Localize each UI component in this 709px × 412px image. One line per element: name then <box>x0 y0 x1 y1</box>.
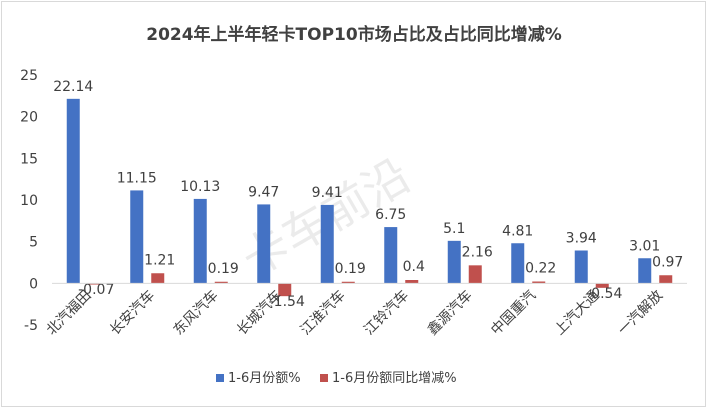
legend-swatch-change <box>320 374 328 382</box>
y-tick-label: 10 <box>20 193 38 209</box>
share-data-label: 22.14 <box>53 79 93 95</box>
change-data-label: -0.54 <box>586 286 622 302</box>
x-category-label: 鑫源汽车 <box>424 287 476 339</box>
change-bar <box>595 283 609 288</box>
change-data-label: 0.97 <box>652 254 683 270</box>
share-data-label: 3.01 <box>629 238 660 254</box>
chart-frame: 2024年上半年轻卡TOP10市场占比及占比同比增减% 卡车前沿 -5 0 5 10 1… <box>1 1 706 407</box>
x-category-label: 长城汽车 <box>233 287 285 339</box>
share-bar <box>574 250 588 284</box>
share-data-label: 10.13 <box>180 179 220 195</box>
bar-chart: 2024年上半年轻卡TOP10市场占比及占比同比增减% 卡车前沿 -505101… <box>20 24 687 386</box>
legend-label-share: 1-6月份额% <box>228 371 301 386</box>
change-bar <box>214 281 228 284</box>
share-bar <box>66 98 80 284</box>
change-bar <box>405 280 419 284</box>
share-data-label: 11.15 <box>117 170 157 186</box>
legend: 1-6月份额% 1-6月份额同比增减% <box>216 371 457 386</box>
legend-swatch-share <box>216 374 224 382</box>
share-data-label: 3.94 <box>566 231 597 247</box>
share-data-label: 4.81 <box>502 223 533 239</box>
x-category-label: 东风汽车 <box>170 287 222 339</box>
change-bar <box>659 275 673 284</box>
share-bar <box>511 243 525 284</box>
change-bar <box>87 283 101 285</box>
share-bar <box>257 204 271 284</box>
change-bar <box>341 281 355 284</box>
change-bar <box>468 265 482 284</box>
data-labels-group: 22.14 -0.07 11.15 1.21 10.13 0.19 9.47 -1.54 9.4… <box>53 79 683 310</box>
change-data-label: 0.19 <box>208 261 239 277</box>
chart-title: 2024年上半年轻卡TOP10市场占比及占比同比增减% <box>146 24 562 45</box>
x-category-label: 江铃汽车 <box>360 287 412 339</box>
share-data-label: 5.1 <box>443 221 465 237</box>
x-category-label: 上汽大通 <box>552 288 603 339</box>
change-data-label: 0.19 <box>335 261 366 277</box>
bars-group <box>66 98 673 297</box>
y-tick-label: 25 <box>20 68 38 84</box>
x-category-label: 中国重汽 <box>488 288 539 339</box>
change-data-label: -0.07 <box>78 282 114 298</box>
change-bar <box>532 281 546 284</box>
change-data-label: 0.4 <box>403 259 425 275</box>
y-tick-label: 0 <box>29 276 38 292</box>
x-category-label: 一汽解放 <box>615 288 666 339</box>
share-bar <box>638 258 652 284</box>
change-data-label: 0.22 <box>525 261 556 277</box>
y-tick-label: -5 <box>24 318 38 334</box>
share-data-label: 9.41 <box>312 185 343 201</box>
change-data-label: -1.54 <box>269 294 305 310</box>
y-axis: -5 0 5 10 15 20 25 <box>20 68 38 334</box>
change-bar <box>151 273 165 284</box>
y-tick-label: 20 <box>20 110 38 126</box>
y-tick-label: 15 <box>20 151 38 167</box>
share-bar <box>384 227 398 284</box>
share-bar <box>320 204 334 284</box>
share-data-label: 9.47 <box>248 184 279 200</box>
change-data-label: 1.21 <box>144 252 175 268</box>
share-data-label: 6.75 <box>375 207 406 223</box>
x-category-label: 北汽福田 <box>44 288 95 339</box>
y-tick-label: 5 <box>29 235 38 251</box>
change-data-label: 2.16 <box>462 244 493 260</box>
legend-label-change: 1-6月份额同比增减% <box>332 371 457 386</box>
change-bar <box>278 283 292 297</box>
share-bar <box>193 198 207 284</box>
share-bar <box>447 240 461 284</box>
x-axis: 北汽福田 长安汽车 东风汽车 长城汽车 江淮汽车 江铃汽车 鑫源汽车 中国重汽 上汽大通 一汽解放 <box>44 282 687 339</box>
share-bar <box>130 190 144 284</box>
